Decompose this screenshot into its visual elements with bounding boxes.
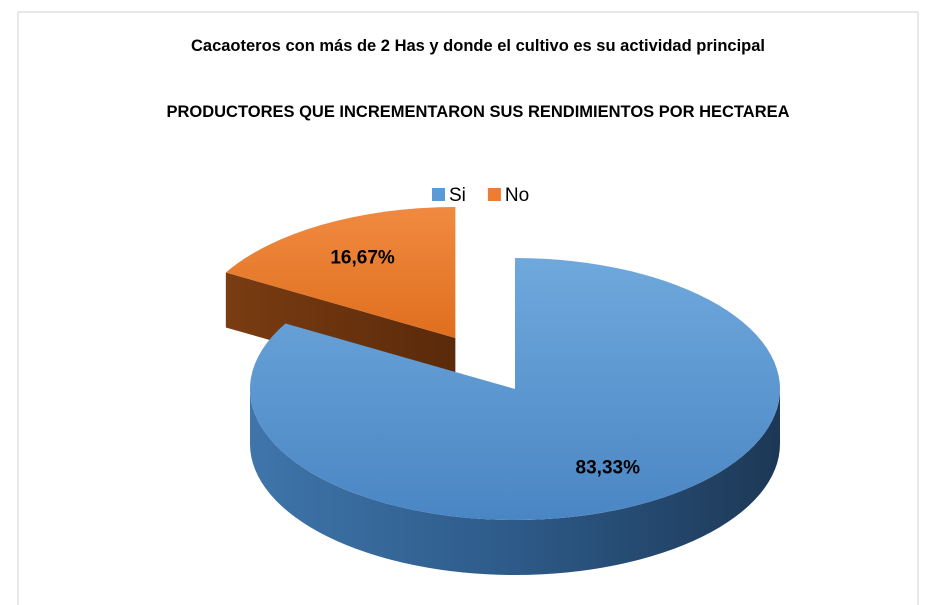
chart-subtitle: PRODUCTORES QUE INCREMENTARON SUS RENDIM…: [166, 103, 790, 121]
slice: [225, 206, 456, 338]
data-label: 83,33%: [576, 457, 641, 478]
legend-swatch: [432, 188, 445, 201]
legend-label: Si: [449, 185, 466, 206]
slice: [250, 258, 781, 520]
slice-wall: [250, 389, 780, 575]
data-label: 16,67%: [330, 248, 395, 269]
legend-label: No: [505, 185, 529, 206]
legend-swatch: [487, 188, 501, 201]
chart-title: Cacaoteros con más de 2 Has y donde el c…: [190, 37, 766, 55]
